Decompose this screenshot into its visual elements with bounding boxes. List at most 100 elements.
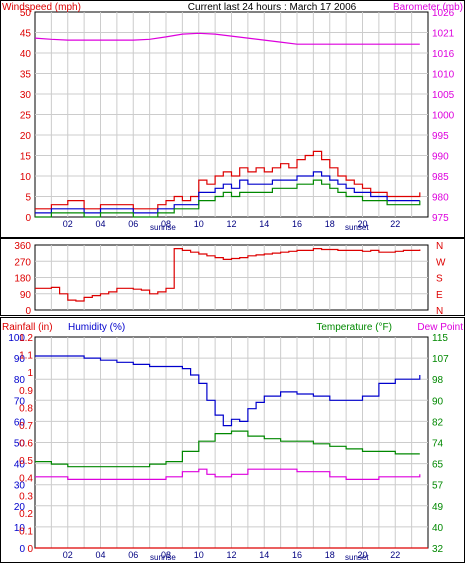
temperature-tick-label: 57 (432, 481, 444, 492)
humidity-tick-label: 60 (14, 417, 26, 428)
series-line (35, 430, 420, 468)
hour-tick-label: 20 (357, 550, 367, 560)
hour-tick-label: 10 (194, 550, 204, 560)
panel3-series (35, 355, 428, 549)
barometer-tick-label: 1000 (432, 111, 455, 122)
humidity-tick-label: 0 (19, 544, 25, 555)
rainfall-tick-label: 0.4 (19, 474, 33, 485)
compass-tick-label: W (436, 257, 446, 268)
humidity-tick-label: 10 (14, 523, 26, 534)
panel2-series (35, 248, 421, 302)
humidity-tick-label: 30 (14, 481, 26, 492)
sunrise-label-2: sunrise (150, 553, 176, 562)
hour-tick-label: 14 (259, 550, 269, 560)
hour-tick-label: 14 (259, 219, 269, 229)
hour-tick-label: 18 (325, 550, 335, 560)
rainfall-tick-label: 0.7 (19, 421, 33, 432)
windspeed-tick-label: 0 (25, 213, 31, 224)
panel1-series (34, 32, 421, 218)
hour-tick-label: 12 (226, 219, 236, 229)
humidity-tick-label: 90 (14, 354, 26, 365)
sunset-label-1: sunset (345, 223, 369, 232)
series-line (35, 150, 421, 210)
hour-tick-label: 04 (95, 550, 105, 560)
windspeed-tick-label: 25 (20, 111, 32, 122)
windspeed-tick-label: 30 (20, 90, 32, 101)
humidity-tick-label: 70 (14, 396, 26, 407)
hour-tick-label: 06 (128, 219, 138, 229)
sunrise-label-1: sunrise (150, 223, 176, 232)
temperature-tick-label: 90 (432, 396, 444, 407)
hour-tick-label: 18 (325, 219, 335, 229)
windspeed-tick-label: 10 (20, 172, 32, 183)
series-line (35, 355, 421, 427)
hour-tick-label: 06 (128, 550, 138, 560)
barometer-tick-label: 980 (432, 193, 449, 204)
temperature-tick-label: 40 (432, 523, 444, 534)
wind-dir-tick-label: 0 (25, 306, 31, 317)
barometer-tick-label: 1010 (432, 70, 455, 81)
barometer-tick-label: 1016 (432, 49, 455, 60)
hour-tick-label: 16 (292, 550, 302, 560)
compass-tick-label: N (436, 306, 443, 317)
rainfall-tick-label: 1 (27, 368, 33, 379)
rainfall-tick-label: 0 (27, 544, 33, 555)
wind-dir-tick-label: 270 (14, 257, 31, 268)
windspeed-tick-label: 40 (20, 49, 32, 60)
windspeed-tick-label: 20 (20, 131, 32, 142)
barometer-tick-label: 975 (432, 213, 449, 224)
hour-tick-label: 22 (390, 219, 400, 229)
temperature-tick-label: 115 (432, 333, 448, 344)
windspeed-tick-label: 45 (20, 29, 32, 40)
temperature-tick-label: 74 (432, 439, 444, 450)
rainfall-tick-label: 0.9 (19, 386, 33, 397)
barometer-tick-label: 990 (432, 152, 449, 163)
temperature-tick-label: 82 (432, 417, 444, 428)
windspeed-axis-label: Windspeed (mph) (2, 2, 81, 13)
hour-tick-label: 02 (63, 550, 73, 560)
barometer-axis-label: Barometer (mb) (393, 2, 463, 13)
rainfall-tick-label: 0.5 (19, 456, 33, 467)
barometer-tick-label: 1021 (432, 29, 455, 40)
wind-dir-tick-label: 360 (14, 241, 31, 252)
hour-tick-label: 16 (292, 219, 302, 229)
temperature-tick-label: 98 (432, 375, 444, 386)
hour-tick-label: 20 (357, 219, 367, 229)
hour-tick-label: 08 (161, 550, 171, 560)
barometer-tick-label: 995 (432, 131, 449, 142)
rainfall-tick-label: 0.1 (19, 526, 33, 537)
hour-tick-label: 10 (194, 219, 204, 229)
rainfall-tick-label: 0.2 (19, 509, 33, 520)
dewpoint-axis-label: Dew Point (417, 322, 463, 333)
rainfall-tick-label: 0.3 (19, 491, 33, 502)
panel3-grid (35, 337, 428, 548)
hour-tick-label: 08 (161, 219, 171, 229)
temperature-tick-label: 49 (432, 502, 444, 513)
temperature-tick-label: 32 (432, 544, 444, 555)
hour-tick-label: 22 (390, 550, 400, 560)
compass-tick-label: S (436, 274, 443, 285)
series-line (35, 468, 421, 480)
humidity-tick-label: 100 (8, 333, 25, 344)
compass-tick-label: N (436, 241, 443, 252)
rainfall-tick-label: 0.6 (19, 439, 33, 450)
hour-tick-label: 04 (95, 219, 105, 229)
humidity-tick-label: 40 (14, 460, 26, 471)
rainfall-axis-label: Rainfall (in) (2, 322, 53, 333)
sunset-label-2: sunset (345, 553, 369, 562)
wind-dir-tick-label: 180 (14, 274, 31, 285)
series-line (35, 179, 421, 218)
humidity-tick-label: 80 (14, 375, 26, 386)
rainfall-tick-label: 0.8 (19, 403, 33, 414)
chart-title: Current last 24 hours : March 17 2006 (188, 2, 357, 13)
wind-dir-tick-label: 90 (20, 290, 32, 301)
humidity-tick-label: 50 (14, 439, 26, 450)
series-line (35, 248, 421, 302)
panel3-ticks: 010203040506070809010000.10.20.30.40.50.… (8, 333, 449, 560)
temperature-axis-label: Temperature (°F) (316, 322, 392, 333)
barometer-tick-label: 1026 (432, 8, 455, 19)
series-line (35, 171, 420, 214)
windspeed-tick-label: 5 (25, 193, 31, 204)
